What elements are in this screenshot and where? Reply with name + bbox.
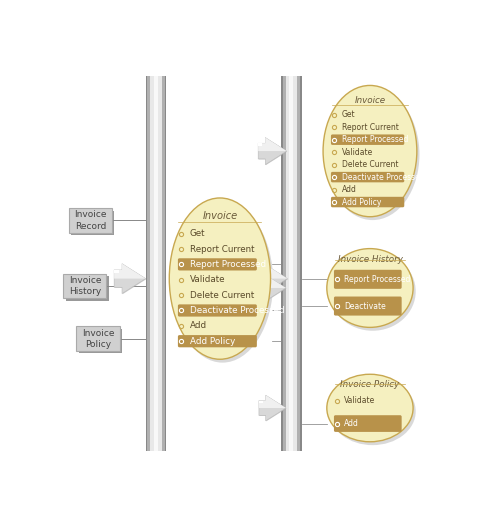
FancyBboxPatch shape bbox=[331, 135, 404, 145]
Ellipse shape bbox=[169, 198, 271, 359]
Text: Report Processed: Report Processed bbox=[342, 135, 408, 144]
Text: Validate: Validate bbox=[344, 396, 375, 405]
Text: Delete Current: Delete Current bbox=[190, 291, 254, 300]
Polygon shape bbox=[258, 143, 262, 146]
Text: Report Processed: Report Processed bbox=[344, 275, 410, 284]
Polygon shape bbox=[259, 280, 263, 283]
FancyBboxPatch shape bbox=[334, 296, 402, 316]
Polygon shape bbox=[259, 276, 287, 301]
Text: Get: Get bbox=[342, 110, 355, 119]
Text: Invoice History: Invoice History bbox=[337, 255, 402, 264]
Ellipse shape bbox=[326, 89, 420, 220]
Ellipse shape bbox=[172, 201, 273, 363]
Polygon shape bbox=[258, 137, 287, 164]
Text: Deactivate Processed: Deactivate Processed bbox=[190, 306, 284, 315]
FancyBboxPatch shape bbox=[65, 276, 109, 301]
FancyBboxPatch shape bbox=[178, 304, 257, 316]
Polygon shape bbox=[259, 395, 286, 421]
FancyBboxPatch shape bbox=[331, 172, 404, 182]
FancyBboxPatch shape bbox=[76, 326, 120, 351]
Polygon shape bbox=[151, 76, 162, 451]
Ellipse shape bbox=[327, 374, 413, 442]
Text: Report Current: Report Current bbox=[190, 244, 254, 254]
Text: Invoice Policy: Invoice Policy bbox=[340, 379, 399, 389]
FancyBboxPatch shape bbox=[79, 329, 122, 353]
Polygon shape bbox=[146, 76, 148, 451]
Polygon shape bbox=[259, 396, 287, 421]
FancyBboxPatch shape bbox=[63, 274, 106, 298]
Ellipse shape bbox=[323, 86, 417, 217]
Ellipse shape bbox=[327, 248, 413, 327]
Polygon shape bbox=[258, 265, 288, 293]
Text: Invoice: Invoice bbox=[202, 211, 238, 221]
Text: Add Policy: Add Policy bbox=[190, 337, 235, 346]
Text: Deactivate Processed: Deactivate Processed bbox=[342, 173, 424, 182]
Polygon shape bbox=[114, 264, 146, 293]
Polygon shape bbox=[259, 395, 286, 408]
Polygon shape bbox=[259, 400, 263, 403]
Text: Invoice
Record: Invoice Record bbox=[74, 210, 107, 231]
Polygon shape bbox=[286, 76, 297, 451]
FancyBboxPatch shape bbox=[334, 270, 402, 289]
FancyBboxPatch shape bbox=[334, 415, 402, 432]
Polygon shape bbox=[259, 275, 286, 288]
Polygon shape bbox=[114, 270, 119, 272]
Text: Delete Current: Delete Current bbox=[342, 160, 398, 169]
Text: Add: Add bbox=[344, 419, 359, 428]
Polygon shape bbox=[259, 275, 286, 301]
Polygon shape bbox=[146, 76, 166, 451]
FancyBboxPatch shape bbox=[331, 197, 404, 207]
Polygon shape bbox=[154, 76, 158, 451]
Polygon shape bbox=[300, 76, 302, 451]
FancyBboxPatch shape bbox=[69, 208, 112, 233]
Text: Report Processed: Report Processed bbox=[190, 260, 266, 269]
Text: Invoice: Invoice bbox=[354, 96, 386, 105]
Text: Add Policy: Add Policy bbox=[342, 197, 381, 207]
Polygon shape bbox=[281, 76, 302, 451]
Polygon shape bbox=[257, 270, 262, 273]
Polygon shape bbox=[257, 264, 287, 279]
Polygon shape bbox=[281, 76, 283, 451]
Ellipse shape bbox=[330, 377, 416, 445]
Text: Invoice
Policy: Invoice Policy bbox=[82, 328, 114, 349]
Text: Get: Get bbox=[190, 229, 205, 238]
Polygon shape bbox=[259, 138, 287, 165]
Polygon shape bbox=[115, 264, 146, 294]
FancyBboxPatch shape bbox=[178, 258, 257, 270]
Polygon shape bbox=[165, 76, 166, 451]
Polygon shape bbox=[114, 264, 146, 279]
Text: Invoice
History: Invoice History bbox=[69, 276, 101, 296]
Polygon shape bbox=[257, 264, 287, 293]
FancyBboxPatch shape bbox=[178, 335, 257, 347]
Text: Report Current: Report Current bbox=[342, 123, 399, 132]
Polygon shape bbox=[289, 76, 293, 451]
Polygon shape bbox=[258, 137, 287, 151]
Ellipse shape bbox=[330, 252, 416, 331]
Text: Add: Add bbox=[190, 322, 207, 330]
Text: Add: Add bbox=[342, 185, 357, 194]
FancyBboxPatch shape bbox=[71, 210, 114, 235]
Text: Validate: Validate bbox=[190, 275, 225, 284]
Text: Validate: Validate bbox=[342, 148, 373, 157]
Text: Deactivate: Deactivate bbox=[344, 302, 386, 311]
